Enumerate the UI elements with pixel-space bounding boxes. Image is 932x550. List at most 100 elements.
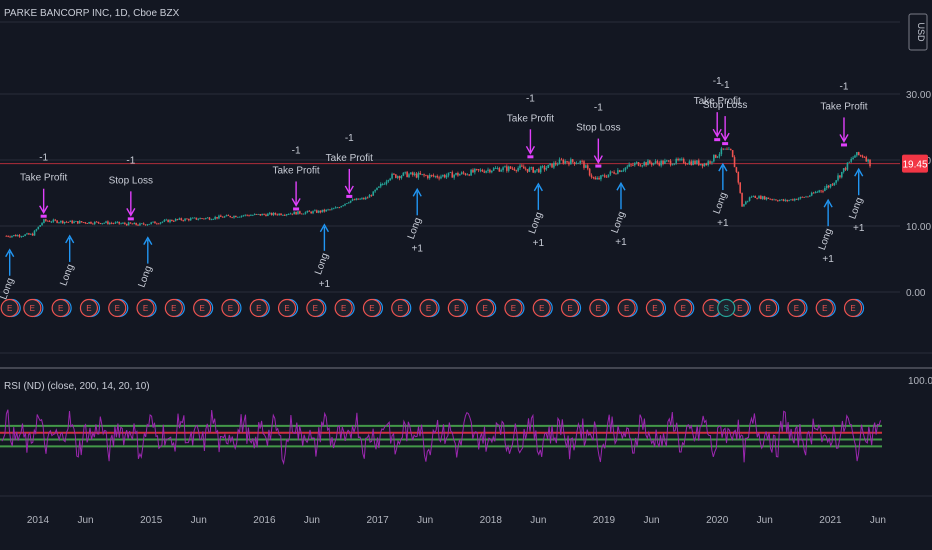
rsi-title: RSI (ND) (close, 200, 14, 20, 10) [4, 381, 150, 392]
candle-body [477, 169, 480, 171]
time-axis[interactable]: 2014 Jun 2015 Jun 2016 Jun 2017 Jun 2018 Jun 2019 J… [27, 515, 886, 526]
earnings-marker-label: E [709, 304, 714, 313]
candle-body [242, 215, 245, 217]
candle-body [82, 222, 85, 224]
candle-body [419, 172, 422, 175]
candle-body [139, 223, 141, 226]
earnings-marker-label: E [426, 304, 431, 313]
candle-body [329, 209, 331, 211]
price-tick-label: 0.00 [906, 288, 926, 299]
candle-body [327, 209, 329, 211]
candle-body [777, 200, 779, 202]
time-tick-label: Jun [77, 515, 93, 526]
candle-body [417, 172, 420, 178]
candle-body [810, 192, 813, 196]
candle-body [852, 157, 854, 159]
candle-body [829, 184, 832, 188]
candle-body [312, 211, 314, 214]
candle-body [656, 161, 659, 163]
exit-arrow-head [720, 132, 730, 142]
candle-body [547, 164, 550, 168]
rsi-axis-label-top: 100.00 [908, 376, 932, 387]
candle-body [455, 172, 457, 175]
candle-body [445, 175, 448, 178]
candle-body [52, 219, 55, 222]
candle-body [103, 222, 105, 224]
candle-body [577, 163, 580, 164]
earnings-marker [843, 298, 863, 318]
candle-body [468, 174, 471, 176]
candle-body [609, 171, 612, 175]
candle-body [88, 221, 90, 224]
candle-body [793, 198, 796, 201]
exit-arrow-head [525, 145, 536, 155]
candle-body [133, 222, 136, 225]
candle-body [669, 160, 672, 165]
candle-body [357, 198, 359, 200]
candle-body [314, 210, 316, 212]
candle-body [184, 218, 186, 221]
candle-body [402, 172, 405, 176]
candle-body [391, 173, 393, 179]
candle-body [526, 169, 529, 172]
earnings-marker [249, 298, 268, 318]
candle-body [323, 209, 326, 212]
candle-body [613, 172, 615, 174]
candle-body [761, 196, 764, 199]
exit-marker-dash [527, 155, 534, 159]
earnings-marker [391, 298, 410, 318]
currency-box[interactable]: USD [908, 13, 928, 51]
candle-body [733, 157, 736, 168]
candle-body [803, 196, 805, 198]
earnings-marker-label: E [341, 304, 346, 313]
candle-body [227, 215, 230, 217]
candle-body [18, 235, 21, 237]
candle-body [560, 159, 563, 161]
candle-body [210, 219, 213, 221]
candle-body [216, 216, 218, 219]
candle-body [347, 202, 350, 204]
candle-body [7, 235, 9, 237]
exit-signal-label: Stop Loss [109, 175, 153, 186]
candle-body [620, 170, 623, 172]
candle-body [479, 169, 482, 171]
candle-body [509, 166, 512, 169]
candle-body [675, 158, 678, 164]
candle-body [24, 234, 26, 237]
earnings-marker [0, 298, 19, 318]
candle-body [250, 215, 252, 217]
candle-body [408, 174, 410, 178]
candle-body [236, 216, 239, 218]
candle-body [349, 200, 352, 203]
candle-body [159, 222, 162, 224]
earnings-marker [221, 298, 240, 318]
candle-body [652, 162, 655, 165]
long-arrow-head [143, 236, 153, 245]
candle-body [78, 221, 81, 224]
long-arrow-head [718, 162, 728, 172]
candle-body [374, 189, 376, 192]
candle-body [353, 199, 356, 201]
candle-body [22, 236, 25, 237]
long-signal-qty: +1 [822, 254, 834, 265]
candle-body [553, 162, 555, 168]
earnings-marker-label: E [228, 304, 233, 313]
candle-body [681, 158, 683, 160]
earnings-marker-label: E [86, 304, 91, 313]
candle-body [795, 198, 798, 200]
time-tick-label: 2020 [706, 515, 729, 526]
candle-body [137, 224, 139, 226]
candle-body [84, 222, 87, 224]
candle-body [208, 217, 211, 220]
candle-body [519, 165, 521, 169]
candle-body [713, 154, 715, 162]
candle-body [413, 173, 416, 175]
candle-body [667, 160, 670, 162]
candle-body [317, 210, 320, 213]
candle-body [462, 172, 465, 174]
candle-body [372, 191, 375, 196]
candle-body [93, 221, 96, 225]
candle-body [284, 214, 286, 216]
long-signal-qty: +1 [615, 237, 627, 248]
